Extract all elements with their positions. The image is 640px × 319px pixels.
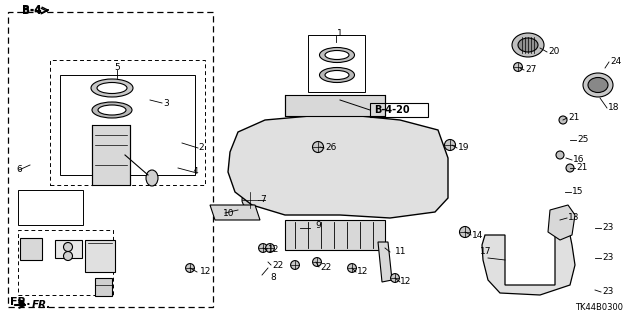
Ellipse shape [97,83,127,93]
Text: 16: 16 [573,155,584,165]
Text: FR.: FR. [32,300,51,310]
Text: 9: 9 [315,220,321,229]
Polygon shape [308,35,365,92]
Ellipse shape [390,274,399,282]
Text: B-4: B-4 [22,5,42,15]
Ellipse shape [259,244,268,252]
Bar [18,190,83,225]
Text: 7: 7 [260,196,266,204]
Ellipse shape [63,242,72,251]
Text: 22: 22 [320,263,332,271]
Text: 12: 12 [357,268,369,277]
Ellipse shape [445,139,456,151]
Text: 21: 21 [568,114,579,122]
Text: 3: 3 [163,99,169,108]
Text: 1: 1 [337,28,343,38]
Polygon shape [55,240,82,258]
Text: 26: 26 [325,144,337,152]
Text: 12: 12 [268,246,280,255]
Text: 14: 14 [472,231,483,240]
Text: 17: 17 [480,248,492,256]
Ellipse shape [291,261,300,270]
Text: 19: 19 [458,144,470,152]
Text: 22: 22 [272,261,284,270]
Ellipse shape [512,33,544,57]
Ellipse shape [325,70,349,79]
Ellipse shape [242,192,258,208]
Ellipse shape [98,105,126,115]
Polygon shape [95,278,112,296]
Text: 25: 25 [577,136,588,145]
Ellipse shape [518,38,538,52]
Ellipse shape [266,244,275,252]
Polygon shape [228,116,448,218]
Polygon shape [210,205,260,220]
Ellipse shape [460,226,470,238]
Ellipse shape [325,50,349,60]
Text: B-4: B-4 [22,6,42,16]
Text: 6: 6 [16,166,22,174]
Text: 2: 2 [198,144,204,152]
Bar [60,75,195,175]
Ellipse shape [92,102,132,118]
Ellipse shape [312,258,321,266]
Bar [18,230,113,295]
Ellipse shape [514,63,522,71]
Ellipse shape [63,251,72,261]
Polygon shape [482,235,575,295]
Polygon shape [92,125,130,185]
Ellipse shape [312,142,323,152]
Ellipse shape [583,73,613,97]
Ellipse shape [348,263,356,272]
Text: 24: 24 [610,57,621,66]
Text: FR.: FR. [10,297,31,307]
Text: 21: 21 [576,164,588,173]
Ellipse shape [556,151,564,159]
Text: 10: 10 [223,209,234,218]
Text: 23: 23 [602,224,613,233]
Text: 23: 23 [602,254,613,263]
Bar [50,60,205,185]
Text: 15: 15 [572,188,584,197]
Text: 8: 8 [270,273,276,283]
Text: 27: 27 [525,65,536,75]
Text: B-4-20: B-4-20 [374,105,410,115]
Text: 20: 20 [548,48,559,56]
Text: 13: 13 [568,213,579,222]
Polygon shape [20,238,42,260]
Ellipse shape [559,116,567,124]
Ellipse shape [319,48,355,63]
Polygon shape [378,242,392,282]
Text: 12: 12 [200,268,211,277]
Text: TK44B0300: TK44B0300 [575,303,623,313]
Text: 12: 12 [400,278,412,286]
Ellipse shape [588,78,608,93]
Polygon shape [285,220,385,250]
Ellipse shape [319,68,355,83]
Text: 18: 18 [608,103,620,113]
Text: 4: 4 [193,167,198,176]
Text: 23: 23 [602,287,613,296]
Polygon shape [285,95,385,116]
Text: 5: 5 [114,63,120,71]
Bar [370,103,428,117]
Ellipse shape [146,170,158,186]
Polygon shape [85,240,115,272]
Ellipse shape [566,164,574,172]
Ellipse shape [91,79,133,97]
Ellipse shape [186,263,195,272]
Polygon shape [548,205,575,240]
Bar [8,12,213,307]
Text: 11: 11 [395,248,406,256]
